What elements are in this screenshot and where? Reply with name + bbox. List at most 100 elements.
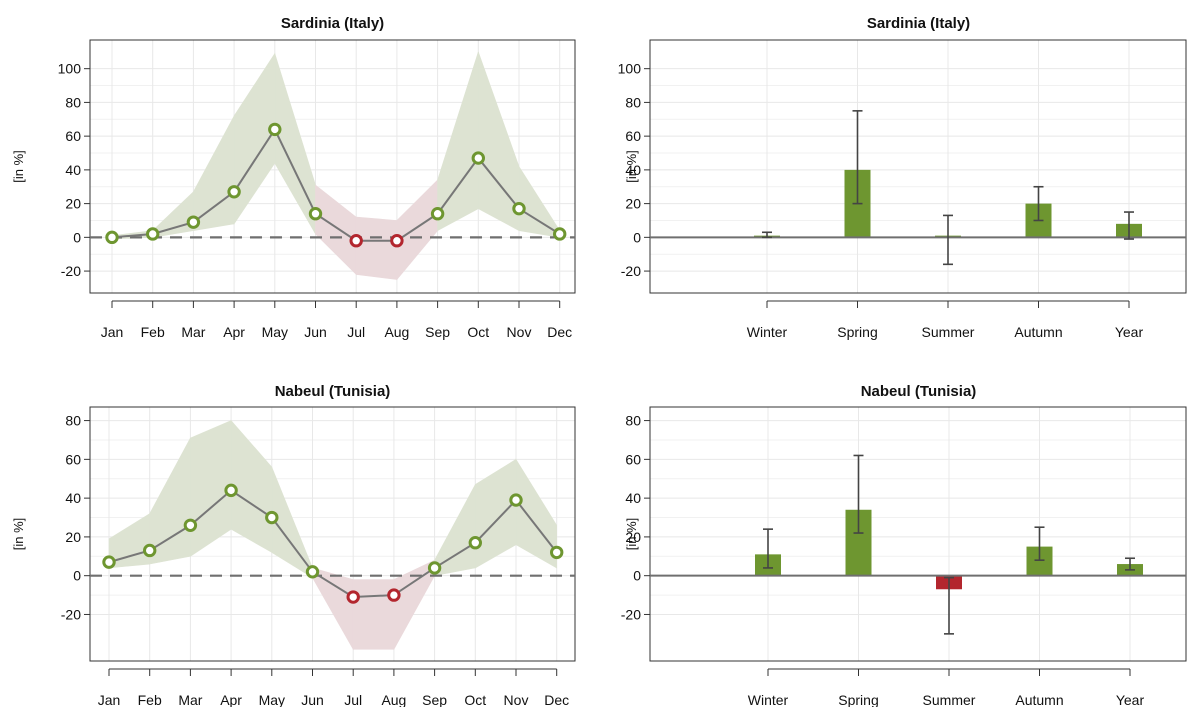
chart-panel-3: Nabeul (Tunisia) [in %] -20 0 20 40 60 80 Jan Feb… [11, 383, 576, 708]
band-segment [355, 216, 398, 280]
x-tick-label: Winter [747, 324, 788, 340]
y-tick-label: 80 [625, 413, 641, 429]
chart-panel-1: Sardinia (Italy) [in %] -20 0 20 40 60 80 100 Jan… [11, 15, 576, 340]
data-point [227, 185, 241, 199]
data-point [268, 122, 282, 137]
band-segment [149, 437, 191, 565]
band-segment [393, 559, 435, 650]
data-point [146, 227, 160, 241]
data-point [186, 215, 201, 229]
error-bars [762, 110, 1134, 266]
x-tick-label: Feb [141, 324, 165, 340]
y-tick-label: -20 [621, 263, 641, 279]
markers [102, 483, 564, 604]
data-point [509, 493, 523, 507]
y-tick-label: 20 [625, 196, 641, 212]
y-axis-label: [in %] [11, 518, 26, 551]
y-tick-label: 20 [65, 196, 81, 212]
x-tick-label: May [259, 692, 285, 707]
data-point [471, 151, 485, 165]
y-tick-label: 80 [625, 94, 641, 110]
x-tick-label: Sep [422, 692, 447, 707]
data-point [102, 555, 116, 569]
x-tick-label: Oct [467, 324, 489, 340]
data-point [349, 234, 363, 248]
x-tick-label: Jul [347, 324, 365, 340]
data-point [183, 518, 198, 532]
x-tick-label: Spring [838, 692, 878, 707]
y-axis: -20 0 20 40 60 80 100 [58, 61, 91, 279]
x-tick-label: May [262, 324, 288, 340]
y-axis: -20 0 20 40 60 80 100 [618, 61, 651, 279]
x-tick-label: Nov [504, 692, 529, 707]
band-segment [518, 165, 561, 238]
chart-title: Nabeul (Tunisia) [275, 383, 391, 400]
x-tick-label: Apr [220, 692, 242, 707]
y-tick-label: 0 [73, 568, 81, 584]
chart-title: Sardinia (Italy) [867, 15, 970, 32]
error-bars [763, 454, 1135, 635]
y-tick-label: 40 [625, 490, 641, 506]
data-point [430, 207, 445, 221]
band-segment [396, 179, 438, 281]
data-point [308, 207, 323, 221]
plot-frame [649, 39, 1187, 294]
y-tick-label: 60 [65, 128, 81, 144]
data-point [346, 590, 360, 604]
data-point [427, 561, 442, 575]
data-point [265, 510, 279, 525]
series-line [111, 127, 561, 242]
x-tick-label: Year [1115, 324, 1144, 340]
plot-frame [649, 406, 1187, 662]
data-point [512, 201, 526, 216]
y-axis-label: [in %] [624, 150, 639, 183]
x-tick-label: Nov [507, 324, 532, 340]
x-tick-label: Apr [223, 324, 245, 340]
band-segment [352, 579, 395, 650]
data-point [305, 565, 320, 579]
x-tick-label: Summer [923, 692, 976, 707]
y-axis: -20 0 20 40 60 80 [61, 413, 91, 622]
x-axis: Winter Spring Summer Autumn Year [748, 668, 1144, 708]
x-tick-label: Jul [344, 692, 362, 707]
band-segment [193, 115, 235, 231]
band-segment [474, 458, 517, 569]
grid [650, 407, 1186, 661]
data-point [224, 483, 238, 498]
x-tick-label: Jun [301, 692, 324, 707]
y-tick-label: 0 [633, 568, 641, 584]
x-tick-label: Jan [101, 324, 124, 340]
x-tick-label: Jun [304, 324, 327, 340]
data-point [468, 536, 482, 550]
x-tick-label: Dec [544, 692, 569, 707]
plot-frame [89, 39, 576, 294]
x-tick-label: Sep [425, 324, 450, 340]
y-tick-label: 0 [633, 229, 641, 245]
y-axis-label: [in %] [624, 518, 639, 551]
y-tick-label: 100 [618, 61, 642, 77]
y-tick-label: 60 [625, 451, 641, 467]
y-tick-label: -20 [621, 606, 641, 622]
chart-title: Nabeul (Tunisia) [861, 383, 977, 400]
x-tick-label: Winter [748, 692, 789, 707]
y-tick-label: 60 [625, 128, 641, 144]
x-tick-label: Summer [922, 324, 975, 340]
data-point [387, 588, 401, 602]
x-tick-label: Oct [464, 692, 486, 707]
band-segment [315, 184, 357, 276]
x-tick-label: Spring [837, 324, 877, 340]
plot-frame [89, 406, 576, 662]
chart-panel-4: Nabeul (Tunisia) [in %] -20 0 20 40 60 80 Winter… [621, 383, 1187, 708]
data-point [550, 545, 564, 560]
y-tick-label: -20 [61, 263, 81, 279]
y-tick-label: 80 [65, 94, 81, 110]
data-point [553, 227, 567, 241]
x-tick-label: Mar [178, 692, 202, 707]
data-point [143, 543, 157, 558]
data-point [105, 230, 119, 245]
data-point [390, 234, 404, 248]
y-tick-label: 40 [625, 162, 641, 178]
y-tick-label: 60 [65, 451, 81, 467]
